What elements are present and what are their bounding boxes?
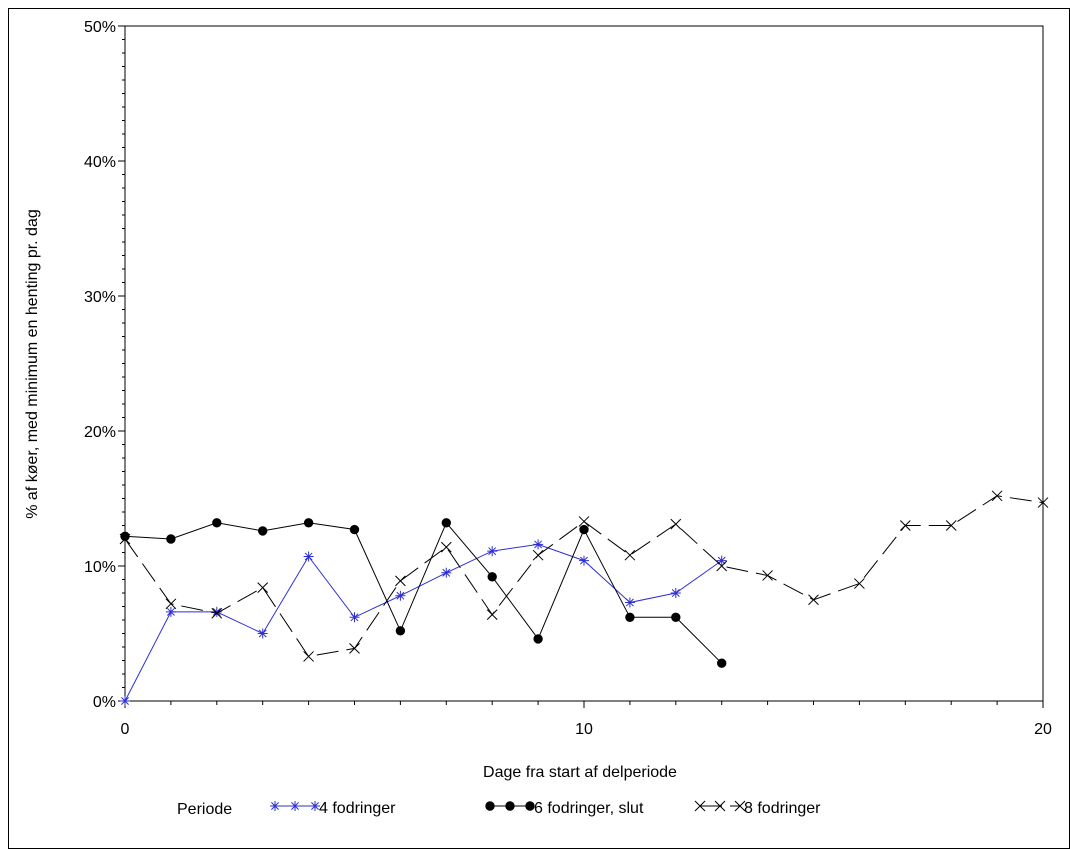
- point-marker: [486, 609, 498, 620]
- point-marker: [734, 800, 746, 812]
- point-marker: [349, 612, 360, 623]
- series-3: [119, 490, 1049, 662]
- series-layer: [119, 490, 1049, 706]
- y-tick-label: 30%: [84, 289, 116, 306]
- point-marker: [579, 524, 589, 535]
- point-marker: [441, 518, 451, 528]
- point-marker: [624, 597, 635, 608]
- y-axis-title: % af køer, med minimum en henting pr. da…: [24, 209, 41, 518]
- x-tick-label: 0: [121, 721, 130, 738]
- point-marker: [505, 801, 515, 811]
- point-marker: [714, 800, 726, 812]
- point-marker: [525, 801, 535, 811]
- legend-entry-1: 4 fodringer: [270, 800, 396, 817]
- legend-label: 4 fodringer: [319, 800, 396, 817]
- point-marker: [533, 539, 544, 550]
- point-marker: [257, 582, 269, 593]
- y-tick-label: 10%: [84, 559, 116, 576]
- point-marker: [532, 549, 544, 561]
- point-marker: [440, 541, 452, 553]
- point-marker: [441, 567, 452, 578]
- point-marker: [395, 575, 406, 587]
- point-marker: [349, 642, 360, 654]
- point-marker: [670, 518, 682, 530]
- point-marker: [257, 628, 268, 639]
- y-tick-label: 40%: [84, 154, 116, 171]
- x-tick-label: 20: [1034, 721, 1052, 738]
- point-marker: [120, 531, 130, 541]
- legend-title: Periode: [177, 801, 232, 818]
- point-marker: [485, 801, 495, 811]
- point-marker: [303, 518, 314, 528]
- point-marker: [1037, 497, 1049, 508]
- point-marker: [310, 801, 320, 811]
- legend-entry-3: 8 fodringer: [694, 800, 821, 817]
- point-marker: [211, 606, 222, 617]
- point-marker: [487, 572, 497, 582]
- point-marker: [487, 546, 498, 557]
- point-marker: [579, 555, 589, 566]
- x-tick-label: 10: [575, 721, 593, 738]
- series-line: [124, 543, 722, 702]
- point-marker: [533, 634, 543, 644]
- point-marker: [716, 560, 728, 572]
- point-marker: [578, 516, 590, 527]
- point-marker: [808, 594, 819, 606]
- point-marker: [625, 612, 635, 622]
- series-line: [124, 521, 723, 664]
- point-marker: [258, 526, 268, 536]
- point-marker: [166, 534, 176, 544]
- plot-area-border: [124, 25, 1044, 702]
- point-marker: [165, 606, 176, 617]
- x-axis-title: Dage fra start af delperiode: [483, 764, 677, 781]
- point-marker: [211, 607, 223, 619]
- y-tick-label: 20%: [84, 424, 116, 441]
- legend-label: 8 fodringer: [744, 800, 821, 817]
- point-marker: [165, 598, 177, 610]
- point-marker: [762, 570, 773, 581]
- point-marker: [899, 520, 911, 531]
- y-tick-label: 50%: [84, 19, 116, 36]
- point-marker: [991, 490, 1003, 502]
- chart-frame: [8, 8, 1070, 849]
- point-marker: [670, 588, 681, 598]
- point-marker: [120, 696, 130, 706]
- point-marker: [694, 800, 706, 812]
- point-marker: [303, 651, 314, 662]
- legend-entry-2: 6 fodringer, slut: [485, 800, 644, 817]
- point-marker: [624, 549, 636, 561]
- point-marker: [349, 524, 360, 535]
- point-marker: [854, 578, 865, 589]
- point-marker: [395, 626, 406, 636]
- point-marker: [945, 520, 957, 531]
- legend-label: 6 fodringer, slut: [534, 800, 644, 817]
- y-tick-label: 0%: [93, 694, 116, 711]
- point-marker: [270, 801, 280, 811]
- point-marker: [716, 555, 727, 566]
- legend: Periode 4 fodringer 6 fodringer, slut 8 fo…: [177, 800, 821, 818]
- point-marker: [119, 533, 131, 545]
- series-1: [120, 539, 727, 706]
- point-marker: [290, 801, 300, 811]
- point-marker: [717, 658, 727, 668]
- series-2: [120, 518, 727, 668]
- point-marker: [395, 590, 406, 601]
- point-marker: [303, 551, 314, 562]
- axes: 0% 10% 20% 30% 40% 50% 0 10 20: [84, 19, 1052, 738]
- point-marker: [671, 612, 681, 622]
- point-marker: [212, 518, 222, 528]
